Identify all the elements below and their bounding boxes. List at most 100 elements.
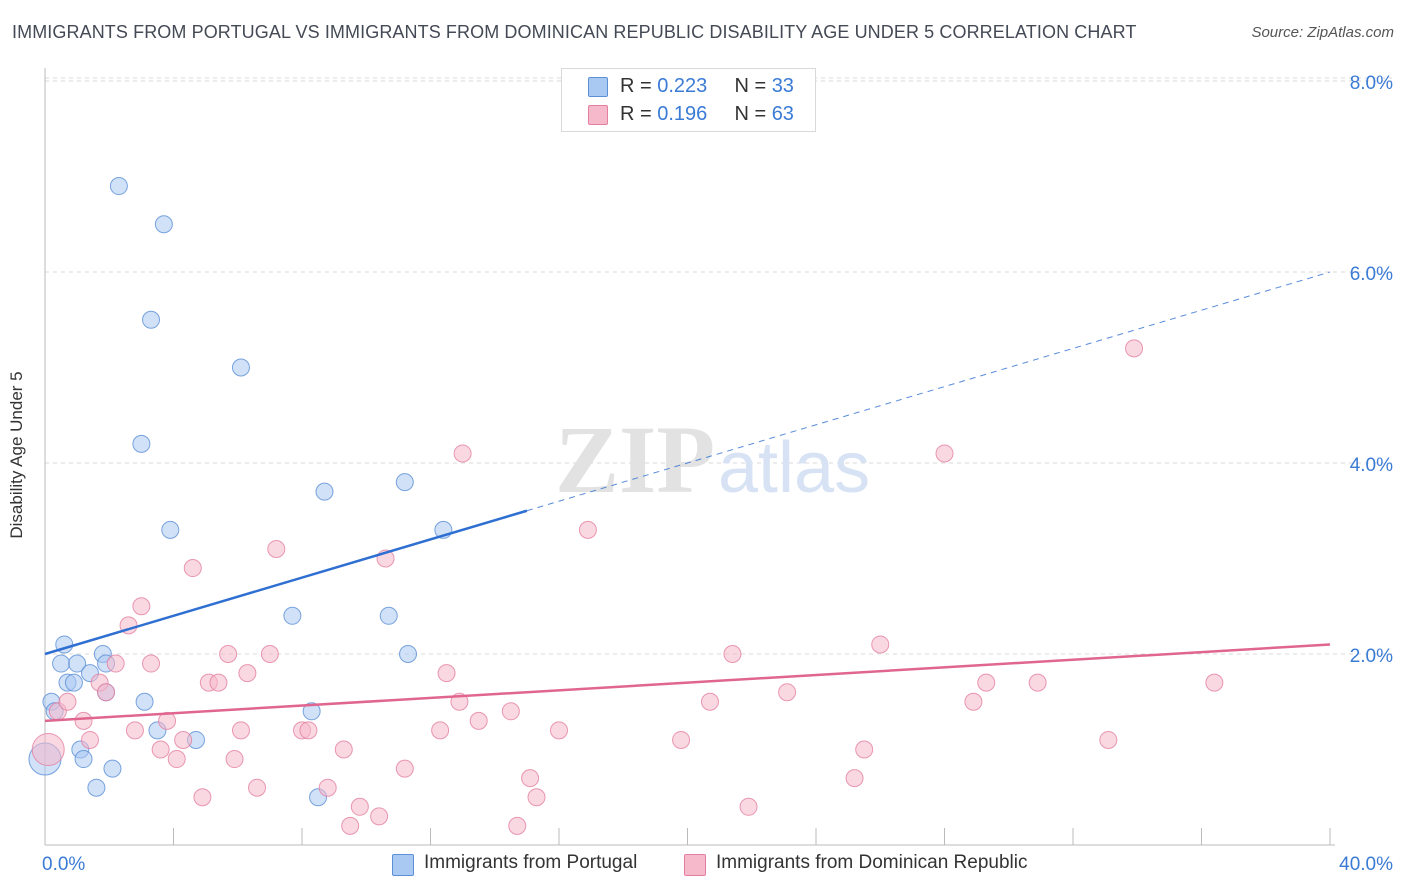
legend-swatch-portugal [588, 77, 608, 97]
dominican-point [219, 645, 238, 663]
portugal-point [142, 310, 161, 329]
portugal-point [161, 520, 180, 539]
dominican-point [431, 721, 450, 740]
dominican-point [437, 664, 456, 683]
dominican-point [183, 559, 202, 578]
legend-r-value-dominican: 0.196 [657, 103, 708, 125]
dominican-point [334, 740, 353, 759]
dominican-point [80, 730, 99, 749]
dominican-point [132, 597, 151, 616]
dominican-point [125, 721, 144, 740]
legend-n-value-portugal: 33 [771, 75, 794, 97]
dominican-point [508, 816, 527, 835]
dominican-point [871, 635, 890, 654]
legend-swatch-dominican [588, 105, 608, 125]
legend-r-value-portugal: 0.223 [657, 75, 708, 97]
dominican-point [527, 788, 546, 807]
dominican-point [142, 654, 161, 673]
portugal-point [52, 654, 71, 673]
dominican-point [1205, 673, 1224, 692]
tick-labels: 2.0% 4.0% 6.0% 8.0% 0.0% 40.0% [42, 73, 1393, 875]
legend-n-label: N = [734, 75, 767, 97]
dominican-point [209, 673, 228, 692]
legend-n-value-dominican: 63 [771, 103, 794, 125]
dominican-point [395, 759, 414, 778]
dominican-point [167, 750, 186, 769]
dominican-point [193, 788, 212, 807]
y-tick-label: 8.0% [1350, 73, 1393, 94]
dominican-point [225, 750, 244, 769]
dominican-point [855, 740, 874, 759]
dominican-point [260, 645, 279, 663]
data-points [28, 177, 1224, 835]
dominican-point [106, 654, 125, 673]
dominican-point [700, 692, 719, 711]
bottom-legend-swatch-dominican [684, 854, 706, 876]
dominican-point [1099, 730, 1118, 749]
portugal-point [132, 434, 151, 453]
dominican-point [845, 769, 864, 788]
dominican-point [174, 730, 193, 749]
portugal-point [395, 473, 414, 492]
dominican-point [238, 664, 257, 683]
portugal-point [315, 482, 334, 501]
legend-r-label: R = [620, 103, 652, 125]
dominican-point [151, 740, 170, 759]
chart-source: Source: ZipAtlas.com [1251, 24, 1394, 41]
y-axis-label: Disability Age Under 5 [7, 371, 26, 539]
portugal-point [103, 759, 122, 778]
dominican-point [739, 797, 758, 816]
dominican-point [1125, 339, 1144, 358]
dominican-point [248, 778, 267, 797]
dominican-point [267, 539, 286, 558]
dominican-point [672, 730, 691, 749]
portugal-point [135, 692, 154, 711]
dominican-point [231, 721, 250, 740]
bottom-legend-label-portugal: Immigrants from Portugal [424, 852, 638, 873]
dominican-point [977, 673, 996, 692]
x-tick-label: 0.0% [42, 854, 85, 875]
y-tick-label: 6.0% [1350, 264, 1393, 285]
dominican-point [31, 733, 65, 766]
portugal-point [87, 778, 106, 797]
bottom-legend-swatch-portugal [392, 854, 414, 876]
legend-r-label: R = [620, 75, 652, 97]
dominican-point [1028, 673, 1047, 692]
y-tick-label: 4.0% [1350, 455, 1393, 476]
dominican-point [299, 721, 318, 740]
portugal-point [74, 750, 93, 769]
dominican-point [550, 721, 568, 740]
dominican-point [935, 444, 954, 463]
portugal-point [231, 358, 250, 377]
dominican-point [318, 778, 337, 797]
axes [44, 68, 1335, 846]
dominican-point [723, 645, 742, 663]
portugal-point [64, 673, 83, 692]
dominican-point [453, 444, 472, 463]
trend-lines [44, 271, 1331, 723]
watermark-atlas: atlas [718, 428, 870, 508]
portugal-point [399, 645, 418, 663]
dominican-point [97, 683, 116, 702]
dominican-point [964, 692, 983, 711]
chart-title: IMMIGRANTS FROM PORTUGAL VS IMMIGRANTS F… [12, 22, 1137, 42]
portugal-point [68, 654, 87, 673]
dominican-point [778, 683, 797, 702]
dominican-point [578, 520, 597, 539]
dominican-point [521, 769, 540, 788]
portugal-point [379, 606, 398, 625]
legend-n-label: N = [734, 103, 767, 125]
portugal-point [283, 606, 302, 625]
portugal-point [302, 702, 321, 721]
watermark-zip: ZIP [555, 406, 715, 513]
bottom-legend-label-dominican: Immigrants from Dominican Republic [716, 852, 1028, 873]
portugal-point [109, 177, 128, 196]
trend-line-portugal [44, 509, 528, 656]
trend-line-portugal-extension [526, 271, 1331, 512]
dominican-point [350, 797, 369, 816]
correlation-legend: R = 0.223 N = 33 R = 0.196 N = 63 [561, 68, 816, 132]
y-tick-label: 2.0% [1350, 646, 1393, 667]
portugal-point [154, 215, 173, 234]
dominican-point [370, 807, 389, 826]
